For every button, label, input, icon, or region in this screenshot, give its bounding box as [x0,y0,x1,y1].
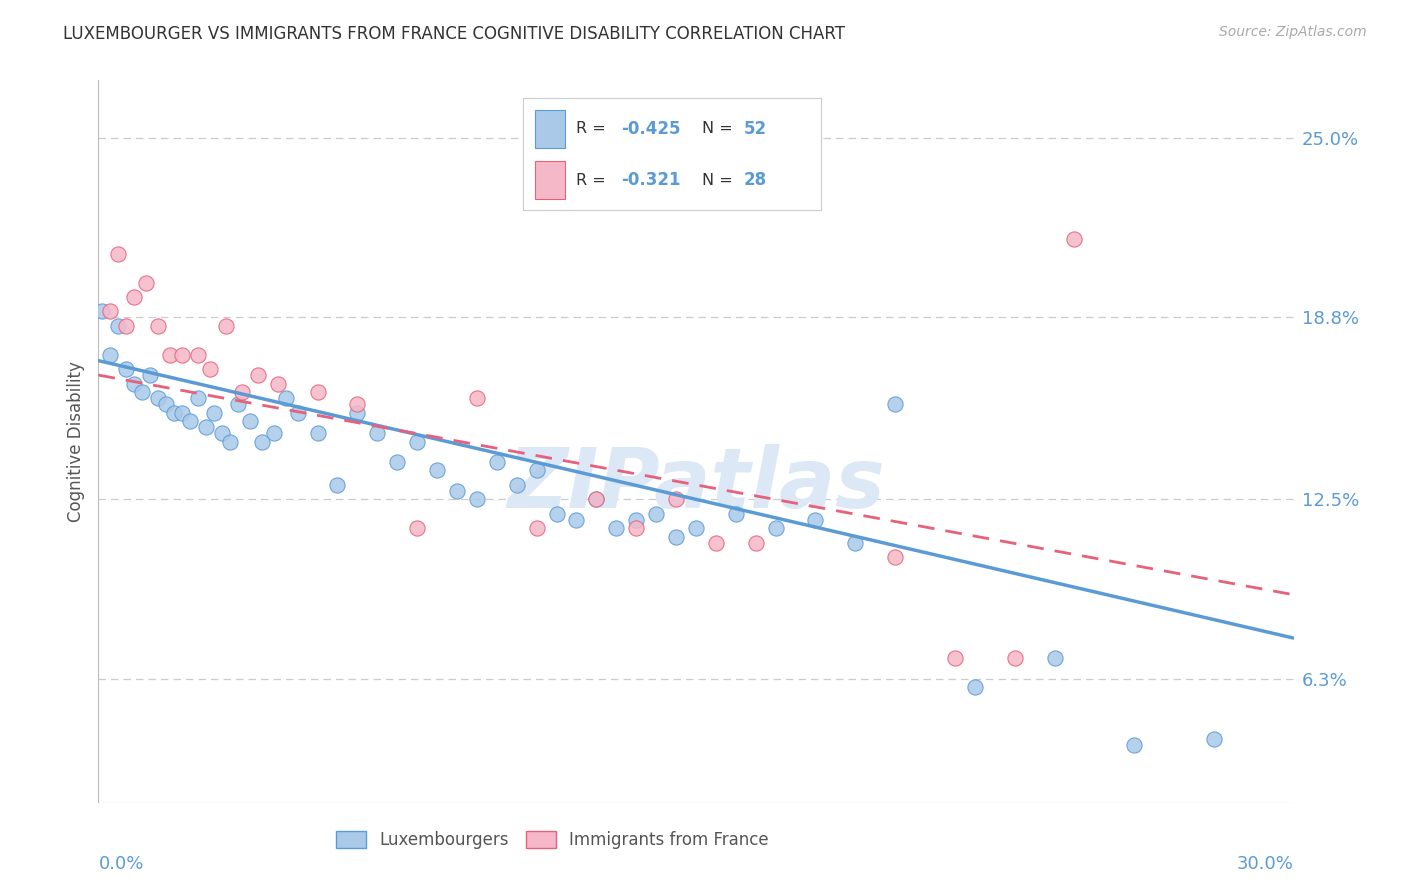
Point [346,406,368,420]
Point [585,492,607,507]
Point [804,512,827,526]
Point [98,348,122,362]
Point [884,397,907,411]
Point [526,521,548,535]
Point [267,376,290,391]
Point [704,535,727,549]
Point [765,521,787,535]
Point [148,391,170,405]
Point [1043,651,1066,665]
Point [195,420,218,434]
Legend: Luxembourgers, Immigrants from France: Luxembourgers, Immigrants from France [329,824,776,856]
Point [198,362,221,376]
Point [626,521,648,535]
Point [406,521,429,535]
Point [1202,732,1225,747]
Point [239,414,262,428]
Point [665,492,688,507]
Point [231,385,253,400]
Point [585,492,607,507]
Text: ZIPatlas: ZIPatlas [508,444,884,525]
Text: LUXEMBOURGER VS IMMIGRANTS FROM FRANCE COGNITIVE DISABILITY CORRELATION CHART: LUXEMBOURGER VS IMMIGRANTS FROM FRANCE C… [63,25,845,43]
Point [665,530,688,544]
Point [1123,738,1146,752]
Point [115,318,138,333]
Point [219,434,242,449]
Text: Source: ZipAtlas.com: Source: ZipAtlas.com [1219,25,1367,39]
Point [465,391,488,405]
Point [124,290,146,304]
Point [124,376,146,391]
Point [163,406,186,420]
Point [91,304,114,318]
Point [155,397,177,411]
Point [546,507,568,521]
Point [446,483,468,498]
Point [526,463,548,477]
Point [645,507,668,521]
Point [307,425,329,440]
Point [605,521,627,535]
Point [98,304,122,318]
Point [366,425,388,440]
Point [274,391,297,405]
Point [139,368,162,382]
Point [115,362,138,376]
Point [211,425,233,440]
Point [246,368,269,382]
Point [107,318,129,333]
Point [159,348,181,362]
Point [187,348,209,362]
Point [506,478,529,492]
Point [148,318,170,333]
Text: 30.0%: 30.0% [1237,855,1294,872]
Point [485,455,508,469]
Text: 0.0%: 0.0% [98,855,143,872]
Point [131,385,153,400]
Point [426,463,449,477]
Point [263,425,285,440]
Point [107,246,129,260]
Point [724,507,747,521]
Point [326,478,349,492]
Point [1004,651,1026,665]
Point [307,385,329,400]
Point [626,512,648,526]
Point [226,397,249,411]
Point [1063,232,1085,246]
Point [685,521,707,535]
Point [202,406,225,420]
Point [385,455,409,469]
Point [346,397,368,411]
Y-axis label: Cognitive Disability: Cognitive Disability [66,361,84,522]
Point [215,318,238,333]
Point [565,512,588,526]
Point [187,391,209,405]
Point [745,535,768,549]
Point [135,276,157,290]
Point [172,348,194,362]
Point [179,414,201,428]
Point [465,492,488,507]
Point [884,550,907,565]
Point [844,535,866,549]
Point [406,434,429,449]
Point [172,406,194,420]
Point [963,680,986,694]
Point [250,434,273,449]
Point [943,651,966,665]
Point [287,406,309,420]
